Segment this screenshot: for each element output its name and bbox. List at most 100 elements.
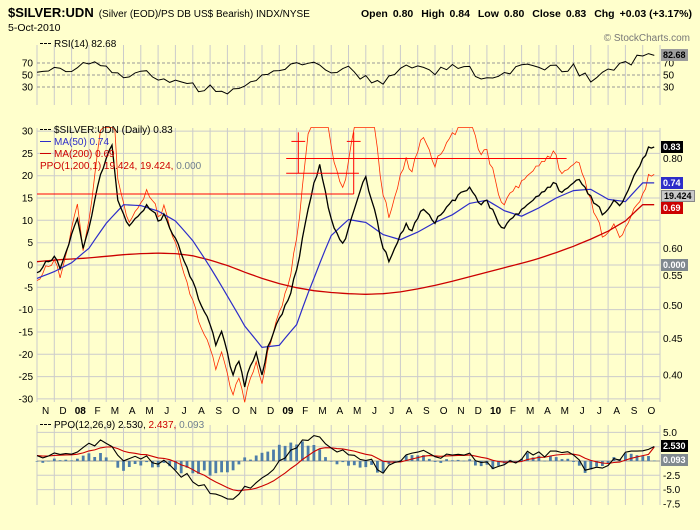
svg-text:-15: -15	[19, 327, 34, 338]
svg-text:5: 5	[27, 238, 33, 249]
ppo-signal-line	[36, 446, 655, 492]
symbol: $SILVER:UDN	[8, 5, 94, 20]
svg-text:-10: -10	[19, 305, 34, 316]
svg-text:10: 10	[490, 406, 502, 417]
quote-close-value: 0.83	[565, 8, 587, 20]
quote-close-label: Close	[532, 8, 561, 20]
rsi-line-sample-icon	[40, 43, 51, 44]
quote-high-label: High	[421, 8, 445, 20]
svg-text:-30: -30	[19, 394, 34, 405]
svg-text:S: S	[215, 406, 222, 417]
svg-text:5.0: 5.0	[663, 428, 677, 439]
ma50-line	[36, 182, 655, 349]
svg-text:M: M	[145, 406, 153, 417]
svg-text:S: S	[631, 406, 638, 417]
ppo-overlay-value-box: 19.424	[661, 190, 695, 202]
svg-text:D: D	[267, 406, 274, 417]
svg-text:0.50: 0.50	[663, 301, 683, 312]
svg-text:J: J	[372, 406, 377, 417]
ppo-signal-value: 2.437,	[148, 420, 177, 431]
svg-text:A: A	[129, 406, 136, 417]
ma50-legend-label: MA(50) 0.74	[54, 137, 110, 148]
ppo-hist-value-box: 0.093	[661, 454, 688, 466]
ppo-overlay-hist-value: 0.000	[176, 161, 202, 172]
svg-text:0: 0	[27, 261, 33, 272]
svg-text:09: 09	[282, 406, 294, 417]
svg-text:J: J	[389, 406, 394, 417]
chart-header: $SILVER:UDN (Silver (EOD)/PS DB US$ Bear…	[8, 5, 692, 20]
svg-text:0.45: 0.45	[663, 334, 683, 345]
price-legend: $SILVER:UDN (Daily) 0.83	[40, 125, 173, 136]
quote-high-value: 0.84	[449, 8, 470, 20]
ma50-line-sample-icon	[40, 141, 51, 142]
svg-text:-25: -25	[19, 372, 34, 383]
svg-text:-5: -5	[24, 283, 33, 294]
rsi-line	[36, 53, 655, 95]
chart-date: 5-Oct-2010	[8, 22, 61, 34]
ppo-legend: PPO(12,26,9) 2.530, 2.437, 0.093	[40, 420, 204, 431]
svg-text:D: D	[59, 406, 66, 417]
quote-strip: Open 0.80 High 0.84 Low 0.80 Close 0.83 Chg +…	[356, 8, 692, 20]
svg-text:-2.5: -2.5	[663, 471, 681, 482]
svg-text:F: F	[510, 406, 516, 417]
svg-text:M: M	[561, 406, 569, 417]
ppo-overlay-legend: PPO(1,200,1) 19.424, 19.424, 0.000	[40, 161, 201, 172]
svg-text:A: A	[406, 406, 413, 417]
series-lines	[36, 53, 655, 500]
symbol-description: (Silver (EOD)/PS DB US$ Bearish) INDX/NY…	[98, 9, 310, 20]
svg-text:25: 25	[22, 149, 34, 160]
svg-text:F: F	[95, 406, 101, 417]
ma200-line-sample-icon	[40, 153, 51, 154]
quote-low-value: 0.80	[503, 8, 525, 20]
price-line	[36, 142, 655, 388]
quote-chg-label: Chg	[594, 8, 615, 20]
svg-text:0.55: 0.55	[663, 271, 683, 282]
svg-text:D: D	[475, 406, 482, 417]
svg-text:30: 30	[22, 83, 34, 94]
gridlines	[36, 45, 661, 505]
svg-text:50: 50	[663, 71, 675, 82]
svg-text:O: O	[232, 406, 240, 417]
svg-text:J: J	[182, 406, 187, 417]
svg-text:J: J	[597, 406, 602, 417]
annotation-lines	[37, 132, 567, 195]
svg-text:08: 08	[75, 406, 87, 417]
rsi-value-box: 82.68	[661, 49, 688, 61]
ppo-overlay-legend-label: PPO(1,200,1) 19.424, 19.424,	[40, 161, 174, 172]
svg-text:O: O	[440, 406, 448, 417]
price-line-sample-icon	[40, 129, 51, 130]
ma50-legend: MA(50) 0.74	[40, 137, 109, 148]
svg-text:M: M	[111, 406, 119, 417]
quote-low-label: Low	[477, 8, 499, 20]
svg-text:N: N	[42, 406, 49, 417]
svg-text:30: 30	[663, 83, 675, 94]
quote-open-label: Open	[360, 8, 388, 20]
svg-text:A: A	[544, 406, 551, 417]
svg-text:A: A	[613, 406, 620, 417]
ppo-value: 2.530,	[117, 420, 146, 431]
ppo-line-sample-icon	[40, 424, 51, 425]
stockcharts-watermark: © StockCharts.com	[603, 33, 690, 44]
svg-text:20: 20	[22, 171, 34, 182]
ppo-line	[36, 435, 655, 500]
svg-text:70: 70	[22, 59, 34, 70]
ppo-legend-label: PPO(12,26,9)	[54, 420, 116, 431]
rsi-legend: RSI(14) 82.68	[40, 39, 116, 50]
quote-open-value: 0.80	[392, 8, 414, 20]
svg-text:-5.0: -5.0	[663, 485, 681, 496]
svg-text:0.60: 0.60	[663, 244, 683, 255]
ppo-hist-value: 0.093	[179, 420, 205, 431]
svg-text:M: M	[353, 406, 361, 417]
rsi-legend-label: RSI(14) 82.68	[54, 39, 117, 50]
svg-text:50: 50	[22, 71, 34, 82]
svg-text:J: J	[164, 406, 169, 417]
svg-text:A: A	[198, 406, 205, 417]
svg-text:-20: -20	[19, 350, 34, 361]
ppo-histogram	[35, 441, 656, 476]
ppo-1-200-1-overlay-line	[36, 127, 655, 403]
svg-text:S: S	[423, 406, 430, 417]
svg-text:70: 70	[663, 59, 675, 70]
